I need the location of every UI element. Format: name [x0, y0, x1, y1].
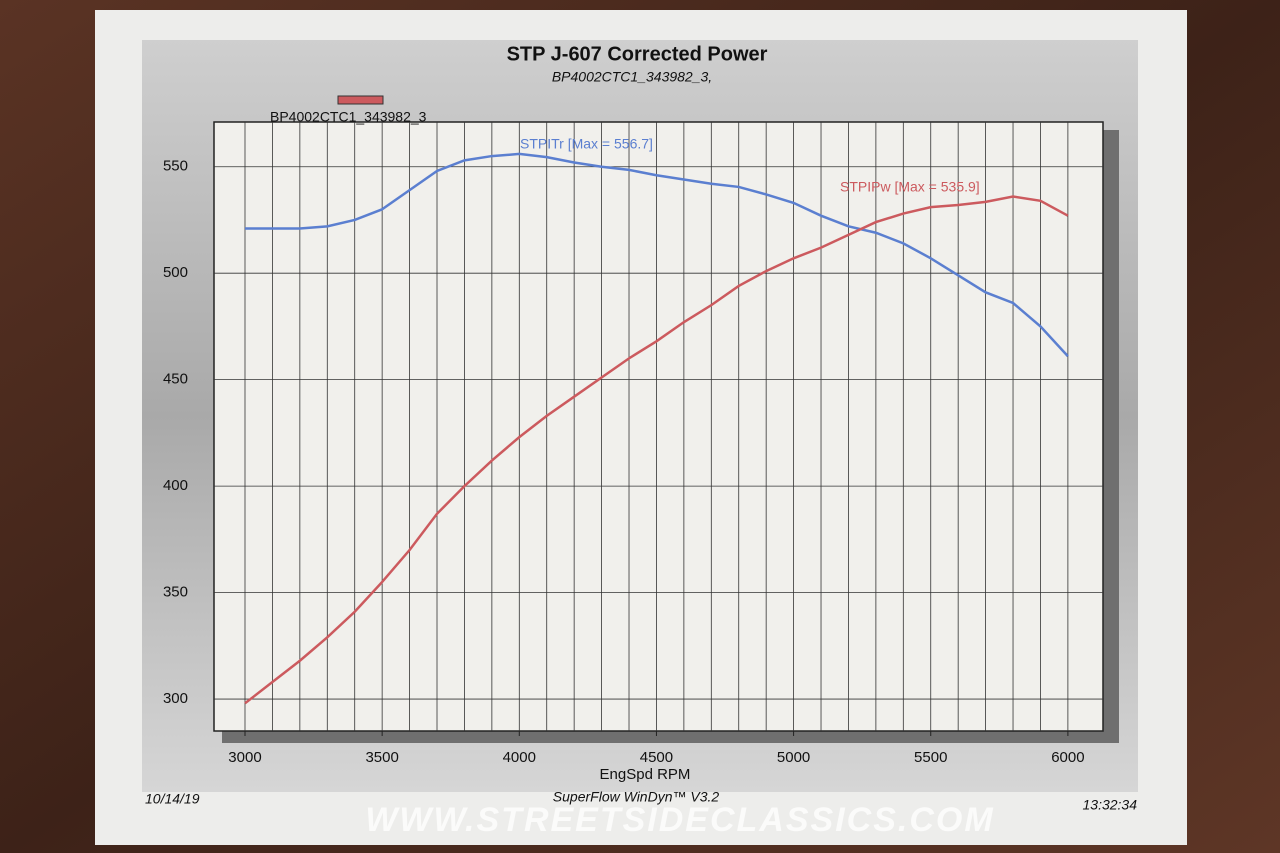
plot: 300 350 400 450 500 550 3000 3500 4000 4500 5000 55… — [163, 122, 1103, 766]
y-tick-label: 350 — [163, 584, 188, 601]
plot-area — [213, 121, 1104, 732]
series-line — [244, 152, 1069, 358]
x-tick-label: 3500 — [365, 749, 398, 766]
x-axis-label: EngSpd RPM — [600, 766, 691, 783]
y-tick-label: 400 — [163, 477, 188, 494]
footer-software: SuperFlow WinDyn™ V3.2 — [553, 789, 720, 805]
x-tick-label: 6000 — [1051, 749, 1084, 766]
series-line — [244, 195, 1069, 705]
y-tick-label: 550 — [163, 158, 188, 175]
footer-date: 10/14/19 — [145, 791, 200, 807]
x-tick-label: 4500 — [640, 749, 673, 766]
legend-swatch — [337, 95, 384, 105]
watermark: WWW.STREETSIDECLASSICS.COM — [365, 801, 994, 839]
y-tick-label: 500 — [163, 264, 188, 281]
series-label: STPIPw [Max = 535.9] — [840, 179, 980, 195]
subtitle: BP4002CTC1_343982_3, — [552, 69, 712, 85]
x-tick-label: 4000 — [503, 749, 536, 766]
chart-title: STP J-607 Corrected Power — [507, 43, 768, 65]
x-tick-label: 5500 — [914, 749, 947, 766]
y-tick-label: 300 — [163, 690, 188, 707]
y-tick-label: 450 — [163, 371, 188, 388]
x-tick-label: 3000 — [228, 749, 261, 766]
series-label: STPITr [Max = 556.7] — [520, 136, 653, 152]
footer-time: 13:32:34 — [1083, 797, 1138, 813]
legend-label: BP4002CTC1_343982_3 — [270, 109, 427, 125]
x-tick-label: 5000 — [777, 749, 810, 766]
